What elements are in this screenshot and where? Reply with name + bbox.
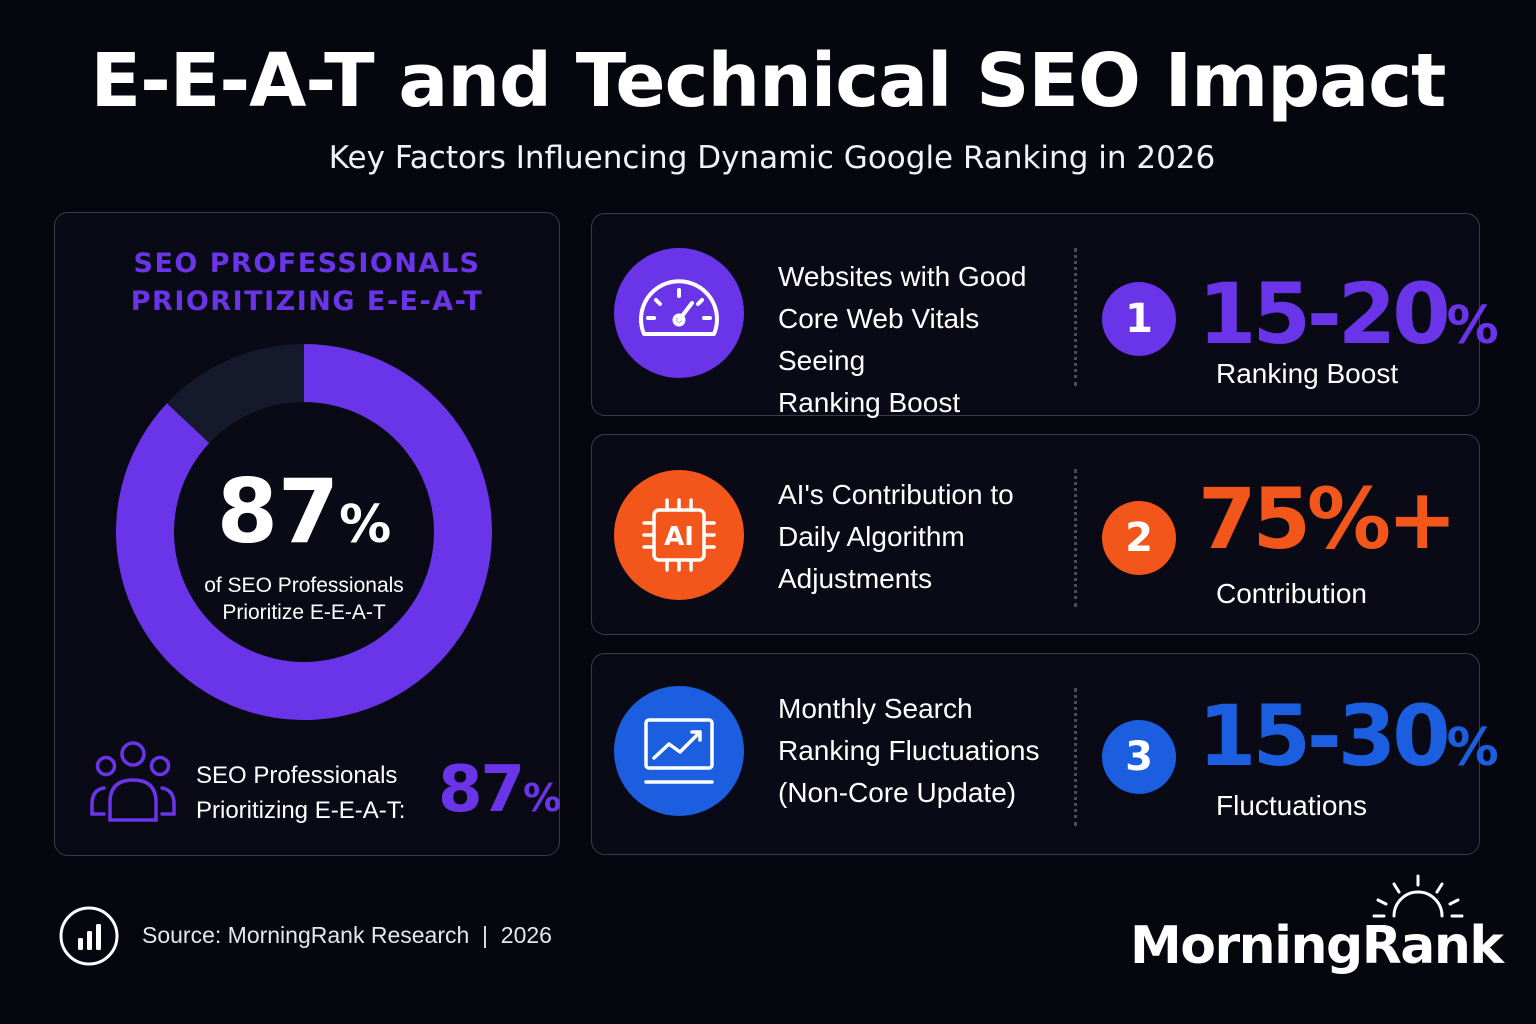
card-label: Monthly Search Ranking Fluctuations (Non…	[778, 693, 1040, 808]
rank-badge: 3	[1102, 720, 1176, 794]
stat-value: 75%+	[1198, 470, 1457, 568]
panel-heading-line2: PRIORITIZING E-E-A-T	[130, 286, 484, 317]
donut-center-value: 87%	[216, 460, 392, 563]
source-text: Source: MorningRank Research | 2026	[142, 922, 552, 948]
stat-sublabel: Contribution	[1216, 578, 1367, 609]
stat-card-ranking-fluctuations: Monthly Search Ranking Fluctuations (Non…	[591, 653, 1499, 855]
trend-chart-icon	[614, 686, 744, 816]
eeat-footer-label: SEO Professionals Prioritizing E-E-A-T:	[196, 762, 406, 824]
page-title: E-E-A-T and Technical SEO Impact	[90, 38, 1447, 124]
card-label: Websites with Good Core Web Vitals Seein…	[778, 261, 1027, 418]
speedometer-icon	[614, 248, 744, 378]
people-group-icon	[90, 741, 176, 822]
donut-slice-0	[115, 344, 493, 720]
sunrise-icon	[1372, 874, 1464, 918]
stat-value: 15-30%	[1198, 687, 1499, 785]
divider	[1074, 469, 1077, 607]
stat-card-core-web-vitals: Websites with Good Core Web Vitals Seein…	[591, 213, 1499, 418]
rank-badge: 1	[1102, 282, 1176, 356]
bar-chart-icon	[59, 906, 119, 966]
stat-card-ai-contribution: AI AI's Contribution to Daily Algorithm …	[591, 434, 1480, 635]
divider	[1074, 248, 1077, 386]
stat-sublabel: Ranking Boost	[1216, 358, 1399, 389]
donut-center-caption: of SEO Professionals Prioritize E-E-A-T	[204, 574, 404, 624]
donut-slice-1	[166, 344, 304, 444]
stat-sublabel: Fluctuations	[1216, 790, 1367, 821]
brand-logo: MorningRank	[1130, 916, 1504, 976]
stat-value: 15-20%	[1198, 265, 1499, 363]
page-subtitle: Key Factors Influencing Dynamic Google R…	[328, 140, 1216, 176]
ai-chip-icon: AI	[614, 470, 744, 600]
rank-badge: 2	[1102, 501, 1176, 575]
eeat-footer-value: 87%	[438, 753, 561, 827]
donut-chart	[115, 344, 493, 720]
panel-heading-line1: SEO PROFESSIONALS	[133, 248, 481, 279]
ai-chip-text: AI	[664, 522, 694, 552]
divider	[1074, 688, 1077, 826]
card-label: AI's Contribution to Daily Algorithm Adj…	[778, 479, 1014, 594]
